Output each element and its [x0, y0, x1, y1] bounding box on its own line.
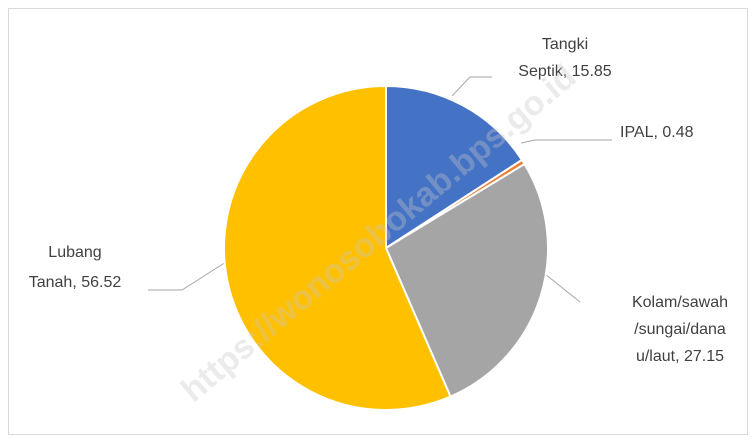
data-label: Tanah, 56.52 — [29, 274, 122, 291]
data-label: Kolam/sawah — [632, 294, 728, 311]
pie-slice — [384, 162, 549, 398]
leader-line — [451, 76, 492, 97]
data-label: u/laut, 27.15 — [636, 348, 724, 365]
data-label: Lubang — [48, 244, 101, 261]
data-label: Tangki — [542, 36, 588, 53]
pie-slice — [223, 84, 452, 411]
data-label: IPAL, 0.48 — [620, 124, 694, 141]
data-label: /sungai/dana — [634, 321, 726, 338]
pie-slice — [385, 84, 524, 250]
data-label: Septik, 15.85 — [518, 63, 612, 80]
leader-line — [148, 261, 227, 291]
leader-line — [520, 139, 612, 144]
